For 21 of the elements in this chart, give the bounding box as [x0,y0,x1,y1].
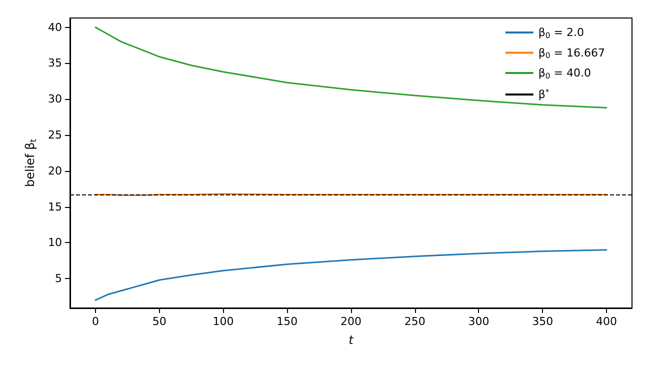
x-tick-label: 350 [532,315,554,328]
x-tick-label: 300 [468,315,490,328]
x-tick-label: 200 [340,315,362,328]
line-series [94,249,608,301]
x-axis-title: t [348,333,355,347]
y-tick-label: 35 [48,56,62,70]
line-series [94,26,608,108]
x-tick-label: 100 [212,315,234,328]
y-tick-label: 10 [48,236,62,250]
y-axis-title: belief βt [23,138,38,188]
x-tick-label: 50 [152,315,166,328]
y-tick-label: 30 [48,92,62,106]
y-tick-label: 40 [48,20,62,34]
x-tick-label: 400 [596,315,617,328]
x-tick-label: 250 [404,315,426,328]
y-tick-label: 20 [48,164,62,178]
y-tick-label: 5 [55,272,62,286]
x-tick-label: 150 [276,315,298,328]
y-tick-label: 25 [48,128,62,142]
x-tick-label: 0 [92,315,100,328]
y-tick-label: 15 [48,200,62,214]
